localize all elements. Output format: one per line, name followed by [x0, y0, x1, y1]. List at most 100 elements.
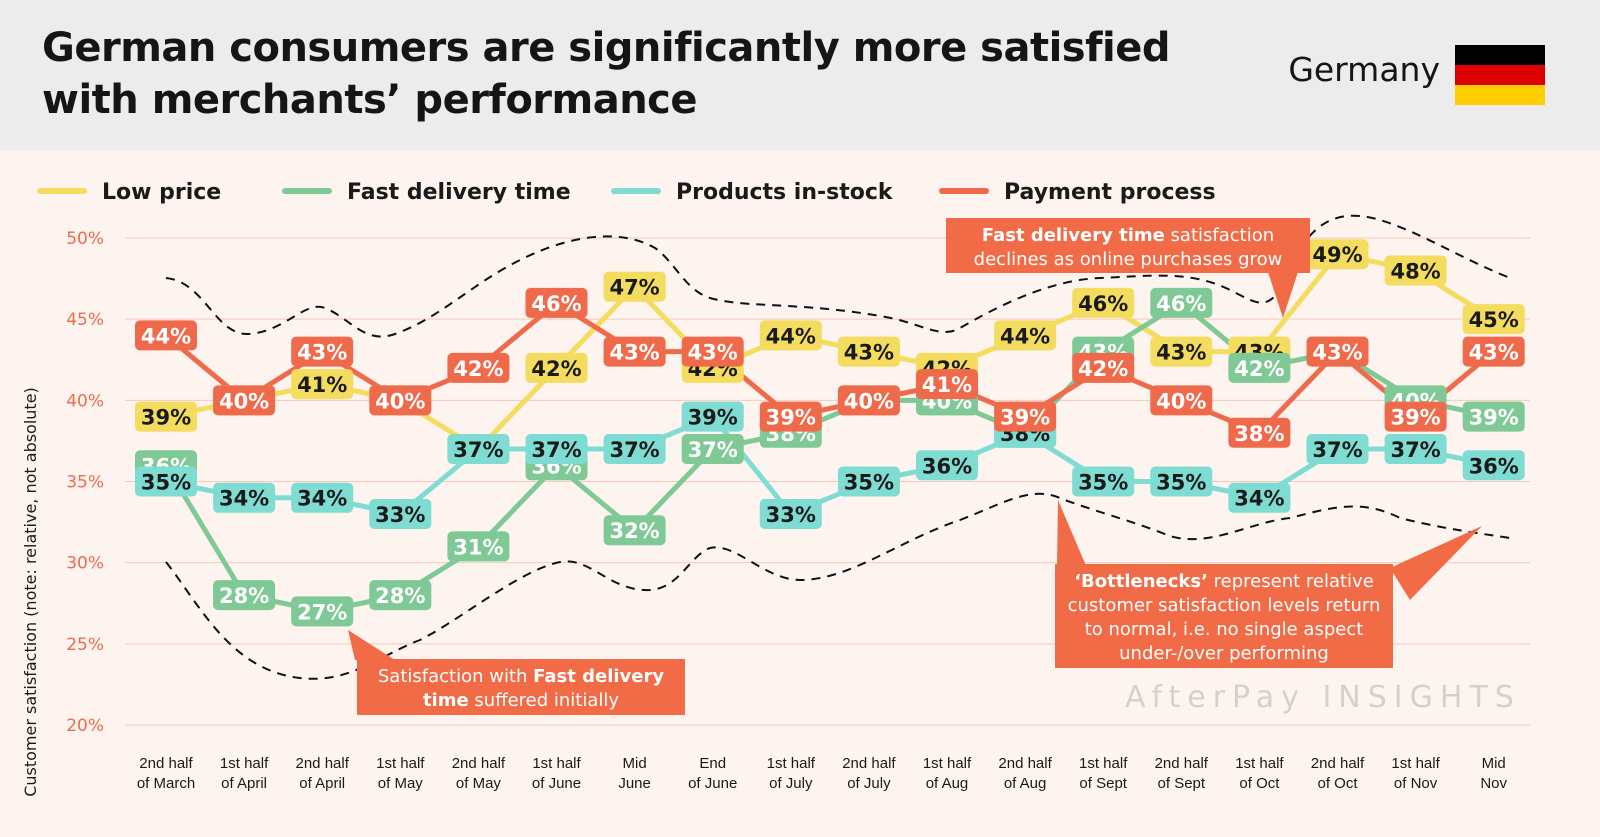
data-label-box — [1150, 287, 1213, 318]
data-label-text: 39% — [141, 406, 191, 430]
data-label-text: 43% — [297, 341, 347, 365]
data-label-box — [994, 401, 1057, 432]
series-line-low-price — [163, 251, 1497, 452]
data-label: 43% — [603, 336, 666, 367]
data-label: 39% — [1462, 401, 1525, 432]
data-label-box — [916, 450, 978, 481]
data-label: 44% — [135, 320, 197, 351]
data-label-box — [1150, 466, 1213, 497]
x-tick-label: of July — [847, 775, 891, 792]
header-bar: German consumers are significantly more … — [0, 0, 1600, 150]
x-tick-label: 2nd half — [842, 755, 896, 772]
data-label: 39% — [994, 401, 1057, 432]
data-label-text: 43% — [844, 341, 894, 365]
data-label: 39% — [759, 401, 822, 432]
data-label: 43% — [1306, 336, 1369, 367]
data-label: 34% — [291, 482, 354, 513]
x-tick-label: Nov — [1480, 775, 1507, 792]
data-label: 34% — [1228, 482, 1291, 513]
x-tick-label: 1st half — [220, 755, 269, 772]
data-label-text: 40% — [219, 389, 269, 413]
data-label: 35% — [1072, 466, 1135, 497]
x-tick-label: 2nd half — [1311, 755, 1365, 772]
data-label-text: 35% — [844, 471, 894, 495]
data-label-box — [1150, 385, 1213, 416]
data-label-text: 37% — [688, 438, 738, 462]
annotation-delivery-initial: Satisfaction with Fast delivery time suf… — [357, 659, 685, 715]
data-label-text: 43% — [688, 341, 738, 365]
data-label-box — [213, 580, 276, 611]
data-label: 42% — [525, 352, 588, 383]
data-label: 46% — [1150, 287, 1213, 318]
annotation-bottlenecks: ‘Bottlenecks’ represent relative custome… — [1055, 564, 1393, 668]
data-label: 44% — [994, 320, 1057, 351]
x-tick-label: of Aug — [1004, 775, 1047, 792]
x-tick-label: of May — [456, 775, 502, 792]
data-label-box — [1384, 434, 1447, 465]
data-label-text: 43% — [1156, 341, 1206, 365]
data-label: 37% — [1384, 434, 1447, 465]
data-label-box — [1462, 450, 1525, 481]
x-tick-label: 1st half — [376, 755, 425, 772]
legend-label: Payment process — [1004, 180, 1216, 205]
data-label-box — [369, 580, 432, 611]
data-label-text: 31% — [453, 535, 503, 559]
data-label-text: 45% — [1469, 308, 1519, 332]
y-tick-label: 40% — [66, 391, 104, 411]
data-label: 47% — [603, 271, 666, 302]
data-label-box — [1228, 352, 1291, 383]
x-tick-label: 2nd half — [998, 755, 1052, 772]
data-label-text: 40% — [844, 389, 894, 413]
data-label: 40% — [1150, 385, 1213, 416]
data-label: 43% — [681, 336, 744, 367]
x-tick-label: of June — [532, 775, 581, 792]
data-label-text: 35% — [1156, 471, 1206, 495]
data-label-box — [135, 320, 197, 351]
data-label: 39% — [135, 401, 197, 432]
data-label: 40% — [369, 385, 432, 416]
data-label: 42% — [447, 352, 510, 383]
x-tick-label: 1st half — [532, 755, 581, 772]
data-label: 35% — [837, 466, 900, 497]
data-label-box — [135, 401, 197, 432]
data-label: 43% — [837, 336, 900, 367]
data-label: 44% — [759, 320, 822, 351]
data-label-box — [603, 515, 666, 546]
x-tick-label: of May — [378, 775, 424, 792]
data-label-text: 42% — [453, 357, 503, 381]
data-label-text: 44% — [141, 324, 191, 348]
data-label-box — [603, 271, 666, 302]
annotation-delivery-declines: Fast delivery time satisfaction declines… — [946, 218, 1310, 273]
data-label: 28% — [369, 580, 432, 611]
data-label-text: 33% — [766, 503, 816, 527]
data-label-box — [447, 434, 510, 465]
data-label-box — [291, 336, 354, 367]
data-label-text: 40% — [1156, 389, 1206, 413]
data-label-text: 34% — [297, 487, 347, 511]
data-label: 43% — [1150, 336, 1213, 367]
data-label-box — [603, 434, 666, 465]
flag-stripe-gold — [1455, 85, 1545, 105]
legend-label: Low price — [102, 180, 221, 205]
x-tick-label: Mid — [1482, 755, 1506, 772]
x-tick-label: of Oct — [1317, 775, 1358, 792]
data-label-text: 47% — [609, 276, 659, 300]
data-label: 40% — [837, 385, 900, 416]
afterpay-insights-logo: AfterPay INSIGHTS — [1125, 680, 1521, 715]
data-label: 41% — [291, 369, 354, 400]
data-label-box — [1228, 417, 1291, 448]
flag-stripe-black — [1455, 45, 1545, 65]
data-label: 45% — [1462, 304, 1525, 335]
x-tick-label: June — [618, 775, 651, 792]
y-axis-label: Customer satisfaction (note: relative, n… — [21, 387, 40, 797]
data-label-box — [291, 369, 354, 400]
chart-legend: Low price Fast delivery time Products in-s… — [37, 180, 1216, 205]
data-label-box — [525, 287, 588, 318]
x-tick-label: of Sept — [1079, 775, 1127, 792]
data-label-box — [1072, 352, 1135, 383]
data-label-box — [837, 466, 900, 497]
data-label-text: 39% — [1000, 406, 1050, 430]
data-label-text: 42% — [1234, 357, 1284, 381]
data-label: 49% — [1306, 239, 1369, 270]
x-tick-label: 1st half — [767, 755, 816, 772]
